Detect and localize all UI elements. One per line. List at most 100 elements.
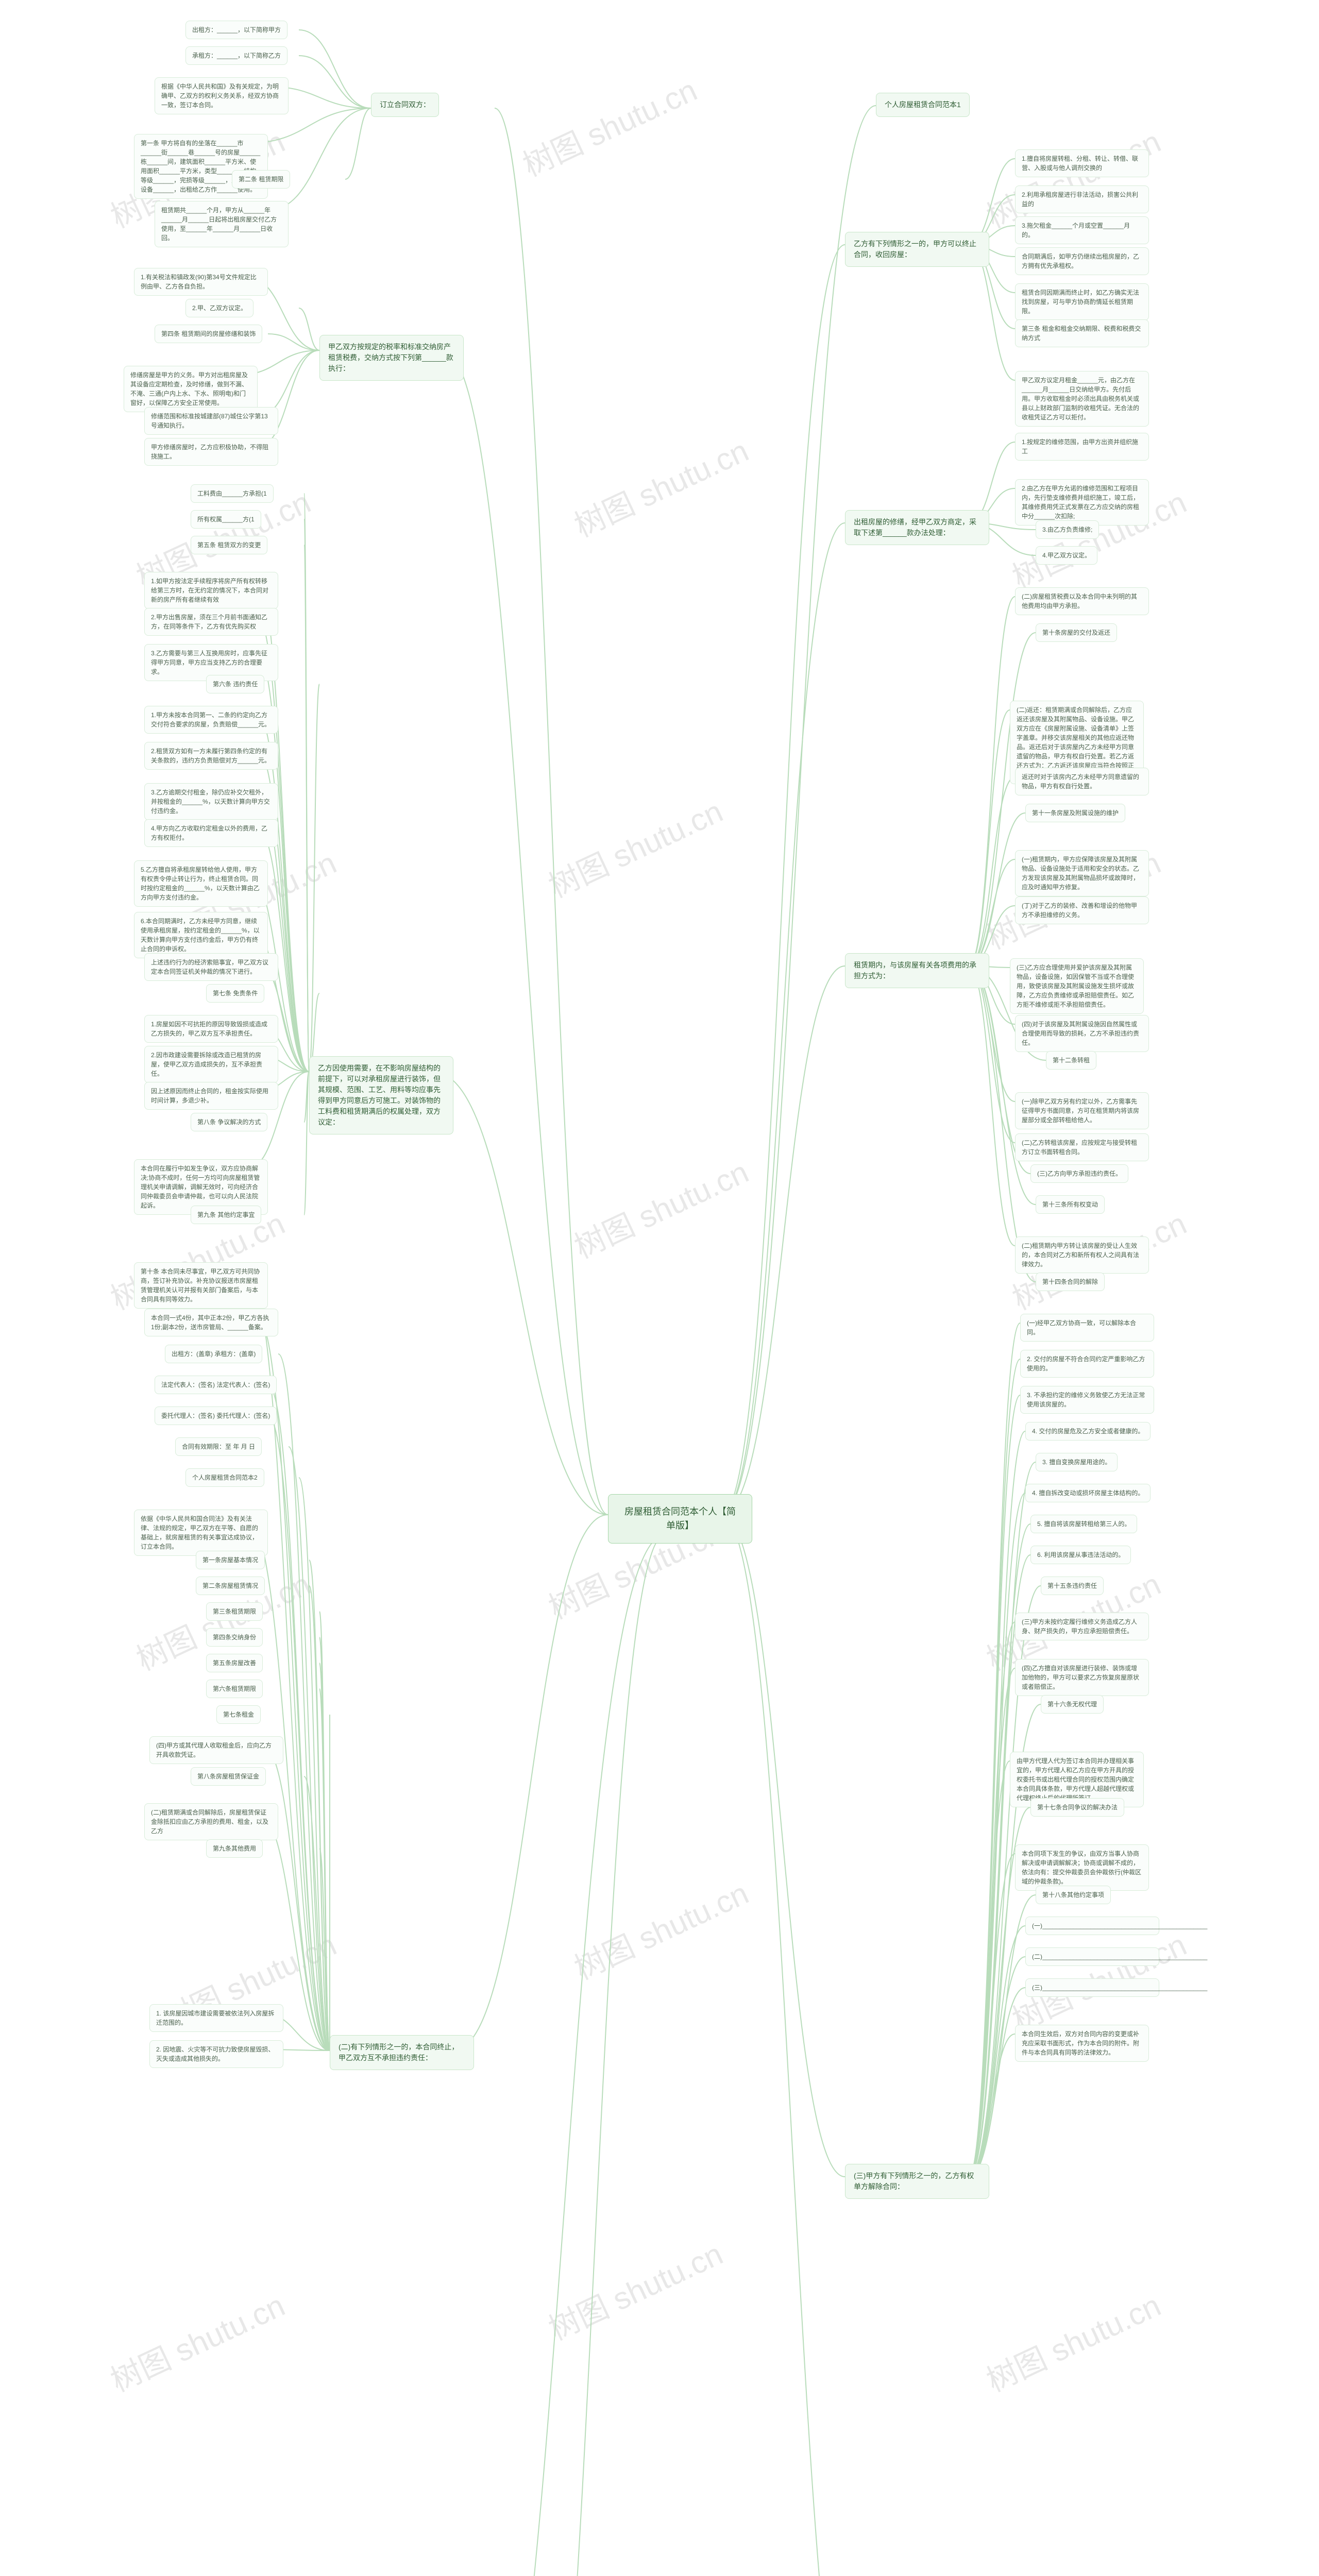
leaf-right-2-2: 3.由乙方负责维修; — [1036, 520, 1099, 539]
branch-left-3: (二)有下列情形之一的，本合同终止，甲乙双方互不承担违约责任： — [330, 2035, 474, 2070]
leaf-right-2-3: 4.甲乙双方议定。 — [1036, 546, 1097, 565]
leaf-right-4-15: 第十八条其他约定事项 — [1036, 1886, 1111, 1904]
leaf-left-2-8: 2.租赁双方如有一方未履行第四条约定的有关条款的，违约方负责赔偿对方______… — [144, 742, 278, 770]
branch-right-2: 出租房屋的修缮，经甲乙双方商定，采取下述第______款办法处理： — [845, 510, 989, 545]
leaf-right-1-3: 合同期满后，如甲方仍继续出租房屋的，乙方拥有优先承租权。 — [1015, 247, 1149, 275]
leaf-right-3-13: 第十三条所有权变动 — [1036, 1195, 1105, 1214]
leaf-left-0-2: 根据《中华人民共和国》及有关规定，为明确甲、乙双方的权利义务关系，经双方协商一致… — [155, 77, 289, 114]
leaf-right-1-4: 租赁合同因期满而终止时，如乙方确实无法找到房屋，可与甲方协商酌情延长租赁期限。 — [1015, 283, 1149, 320]
leaf-right-4-0: (一)经甲乙双方协商一致，可以解除本合同。 — [1020, 1314, 1154, 1342]
leaf-right-3-9: 第十二条转租 — [1046, 1051, 1096, 1070]
leaf-left-2-2: 第五条 租赁双方的变更 — [191, 536, 267, 554]
leaf-right-4-8: 第十五条违约责任 — [1041, 1577, 1104, 1595]
leaf-left-3-11: 第四条交纳身份 — [206, 1628, 263, 1647]
leaf-right-3-6: (丁)对于乙方的装修、改善和增设的他物甲方不承担维修的义务。 — [1015, 896, 1149, 924]
leaf-right-3-8: (四)对于该房屋及其附属设施因自然属性或合理使用而导致的损耗，乙方不承担违约责任… — [1015, 1015, 1149, 1052]
leaf-left-1-2: 第四条 租赁期间的房屋修缮和装饰 — [155, 325, 262, 343]
leaf-right-3-12: (三)乙方向甲方承担违约责任。 — [1030, 1164, 1128, 1183]
leaf-left-2-7: 1.甲方未按本合同第一、二条的约定向乙方交付符合要求的房屋，负责赔偿______… — [144, 706, 278, 734]
leaf-right-4-3: 4. 交付的房屋危及乙方安全或者健康的。 — [1025, 1422, 1151, 1440]
leaf-right-1-1: 2.利用承租房屋进行非法活动，损害公共利益的 — [1015, 185, 1149, 213]
leaf-right-3-11: (二)乙方转租该房屋，应按规定与接受转租方订立书面转租合同。 — [1015, 1133, 1149, 1161]
branch-right-3: 租赁期内，与该房屋有关各项费用的承担方式为： — [845, 953, 989, 988]
leaf-left-3-20: 2. 因地震、火灾等不可抗力致使房屋毁损、灭失或造成其他损失的。 — [149, 2040, 283, 2068]
leaf-left-2-6: 第六条 违约责任 — [206, 675, 264, 693]
leaf-right-4-10: (四)乙方擅自对该房屋进行装修、装饰或增加他物的，甲方可以要求乙方恢复房屋原状或… — [1015, 1659, 1149, 1696]
leaf-left-2-1: 所有权属______方(1 — [191, 510, 261, 529]
leaf-right-4-14: 本合同项下发生的争议，由双方当事人协商解决或申请调解解决；协商或调解不成的，依法… — [1015, 1844, 1149, 1891]
leaf-right-2-0: 1.按规定的维修范围，由甲方出资并组织施工 — [1015, 433, 1149, 461]
leaf-left-1-3: 修缮房屋是甲方的义务。甲方对出租房屋及其设备应定期检查，及时修缮，做到不漏、不淹… — [124, 366, 258, 412]
leaf-left-3-10: 第三条租赁期限 — [206, 1602, 263, 1621]
leaf-left-2-11: 5.乙方擅自将承租房屋转给他人使用，甲方有权责令停止转让行为，终止租赁合同。同时… — [134, 860, 268, 907]
leaf-left-3-18: 第九条其他费用 — [206, 1839, 263, 1858]
leaf-left-3-9: 第二条房屋租赁情况 — [196, 1577, 265, 1595]
leaf-left-3-15: (四)甲方或其代理人收取租金后，应向乙方开具收款凭证。 — [149, 1736, 283, 1764]
leaf-left-2-17: 因上述原因而终止合同的，租金按实际使用时间计算，多退少补。 — [144, 1082, 278, 1110]
leaf-left-2-15: 1.房屋如因不可抗拒的原因导致毁损或造成乙方损失的，甲乙双方互不承担责任。 — [144, 1015, 278, 1043]
leaf-left-3-0: 第十条 本合同未尽事宜，甲乙双方可共同协商，签订补充协议。补充协议报送市房屋租赁… — [134, 1262, 268, 1309]
leaf-right-4-11: 第十六条无权代理 — [1041, 1695, 1104, 1714]
leaf-left-0-3: 第一条 甲方将自有的坐落在______市______街______巷______… — [134, 134, 268, 199]
leaf-right-4-13: 第十七条合同争议的解决办法 — [1030, 1798, 1124, 1817]
leaf-left-3-17: (二)租赁期满或合同解除后，房屋租赁保证金除抵扣应由乙方承担的费用、租金，以及乙… — [144, 1803, 278, 1840]
branch-left-1: 甲乙双方按规定的税率和标准交纳房产租赁税费，交纳方式按下列第______款执行： — [319, 335, 464, 381]
branch-right-0: 个人房屋租赁合同范本1 — [876, 93, 970, 117]
leaf-left-1-5: 甲方修缮房屋时，乙方应积极协助，不得阻挠施工。 — [144, 438, 278, 466]
leaf-left-3-14: 第七条租金 — [216, 1705, 261, 1724]
leaf-right-4-6: 5. 擅自将该房屋转租给第三人的。 — [1030, 1515, 1137, 1533]
branch-right-1: 乙方有下列情形之一的，甲方可以终止合同，收回房屋： — [845, 232, 989, 267]
leaf-right-1-0: 1.擅自将房屋转租、分租、转让、转借、联营、入股或与他人调剂交换的 — [1015, 149, 1149, 177]
leaf-right-4-1: 2. 交付的房屋不符合合同约定严重影响乙方使用的。 — [1020, 1350, 1154, 1378]
leaf-left-2-16: 2.因市政建设需要拆除或改造已租赁的房屋，使甲乙双方造成损失的，互不承担责任。 — [144, 1046, 278, 1083]
leaf-left-2-13: 上述违约行为的经济索赔事宜，甲乙双方议定本合同签证机关仲裁的情况下进行。 — [144, 953, 278, 981]
leaf-right-4-4: 3. 擅自变换房屋用途的。 — [1036, 1453, 1118, 1471]
leaf-left-3-16: 第八条房屋租赁保证金 — [191, 1767, 266, 1786]
leaf-right-4-5: 4. 擅自拆改变动或损坏房屋主体结构的。 — [1025, 1484, 1151, 1502]
leaf-right-3-14: (二)租赁期内甲方转让该房屋的受让人生效的，本合同对乙方和新所有权人之间具有法律… — [1015, 1236, 1149, 1274]
leaf-left-2-9: 3.乙方逾期交付租金，除仍应补交欠租外，并按租金的______%，以天数计算向甲… — [144, 783, 278, 820]
leaf-left-3-7: 依据《中华人民共和国合同法》及有关法律、法规的规定，甲乙双方在平等、自愿的基础上… — [134, 1510, 268, 1556]
center-topic: 房屋租赁合同范本个人【简单版】 — [608, 1494, 752, 1544]
leaf-right-3-15: 第十四条合同的解除 — [1036, 1273, 1105, 1291]
branch-left-0: 订立合同双方： — [371, 93, 439, 117]
leaf-left-2-18: 第八条 争议解决的方式 — [191, 1113, 267, 1131]
leaf-left-2-0: 工料费由______方承担(1 — [191, 484, 274, 503]
leaf-left-2-3: 1.如甲方按法定手续程序将房产所有权转移给第三方时，在无约定的情况下，本合同对新… — [144, 572, 278, 609]
leaf-left-3-6: 个人房屋租赁合同范本2 — [185, 1468, 264, 1487]
leaf-left-2-20: 第九条 其他约定事宜 — [191, 1206, 261, 1224]
leaf-right-3-4: 第十一条房屋及附属设施的维护 — [1025, 804, 1125, 822]
leaf-left-2-12: 6.本合同期满时，乙方未经甲方同意，继续使用承租房屋，按约定租金的______%… — [134, 912, 268, 958]
leaf-left-0-4: 第二条 租赁期限 — [232, 170, 290, 189]
leaf-left-2-10: 4.甲方向乙方收取约定租金以外的费用，乙方有权拒付。 — [144, 819, 278, 847]
leaf-right-4-16: (一)_____________________________________… — [1025, 1917, 1159, 1935]
leaf-right-3-5: (一)租赁期内，甲方应保障该房屋及其附属物品、设备设施处于适用和安全的状态。乙方… — [1015, 850, 1149, 896]
leaf-right-4-7: 6. 利用该房屋从事违法活动的。 — [1030, 1546, 1131, 1564]
leaf-left-1-1: 2.甲、乙双方议定。 — [185, 299, 253, 317]
leaf-left-3-8: 第一条房屋基本情况 — [196, 1551, 265, 1569]
leaf-left-3-2: 出租方：(盖章) 承租方：(盖章) — [165, 1345, 262, 1363]
leaf-right-1-2: 3.拖欠租金______个月或空置______月的。 — [1015, 216, 1149, 244]
leaf-right-4-19: 本合同生效后，双方对合同内容的变更或补充应采取书面形式，作为本合同的附件。附件与… — [1015, 2025, 1149, 2062]
branch-right-4: (三)甲方有下列情形之一的，乙方有权单方解除合同： — [845, 2164, 989, 2199]
leaf-right-3-10: (一)除甲乙双方另有约定以外，乙方需事先征得甲方书面同意，方可在租赁期内将该房屋… — [1015, 1092, 1149, 1129]
leaf-left-3-12: 第五条房屋改善 — [206, 1654, 263, 1672]
leaf-right-4-9: (三)甲方未按约定履行维修义务造成乙方人身、财产损失的，甲方应承担赔偿责任。 — [1015, 1613, 1149, 1640]
leaf-left-1-4: 修缮范围和标准按城建部(87)城住公字第13号通知执行。 — [144, 407, 278, 435]
mindmap-root: 房屋租赁合同范本个人【简单版】 订立合同双方： 出租方：______，以下简称甲方承… — [0, 0, 1319, 2576]
leaf-right-4-17: (二)_____________________________________… — [1025, 1947, 1159, 1966]
leaf-right-1-5: 第三条 租金和租金交纳期限、税费和税费交纳方式 — [1015, 319, 1149, 347]
leaf-left-3-5: 合同有效期限：至 年 月 日 — [175, 1437, 262, 1456]
leaf-left-3-1: 本合同一式4份，其中正本2份，甲乙方各执1份;副本2份，送市房管局、______… — [144, 1309, 278, 1336]
leaf-right-3-0: (二)房屋租赁税费以及本合同中未列明的其他费用均由甲方承担。 — [1015, 587, 1149, 615]
leaf-left-3-3: 法定代表人：(签名) 法定代表人：(签名) — [155, 1376, 277, 1394]
leaf-left-3-4: 委托代理人：(签名) 委托代理人：(签名) — [155, 1406, 277, 1425]
leaf-left-1-0: 1.有关税法和镇政发(90)第34号文件规定比例由甲、乙方各自负担。 — [134, 268, 268, 296]
leaf-left-0-5: 租赁期共______个月，甲方从______年______月______日起将出… — [155, 201, 289, 247]
leaf-left-0-1: 承租方：______，以下简称乙方 — [185, 46, 288, 65]
leaf-right-1-6: 甲乙双方议定月租金______元，由乙方在______月______日交纳给甲方… — [1015, 371, 1149, 427]
leaf-left-0-0: 出租方：______，以下简称甲方 — [185, 21, 288, 39]
branch-left-2: 乙方因使用需要，在不影响房屋结构的前提下，可以对承租房屋进行装饰，但其规模、范围… — [309, 1056, 453, 1134]
leaf-left-2-14: 第七条 免责条件 — [206, 984, 264, 1003]
leaf-right-3-7: (三)乙方应合理使用并爱护该房屋及其附属物品，设备设施，如因保管不当或不合理使用… — [1010, 958, 1144, 1014]
